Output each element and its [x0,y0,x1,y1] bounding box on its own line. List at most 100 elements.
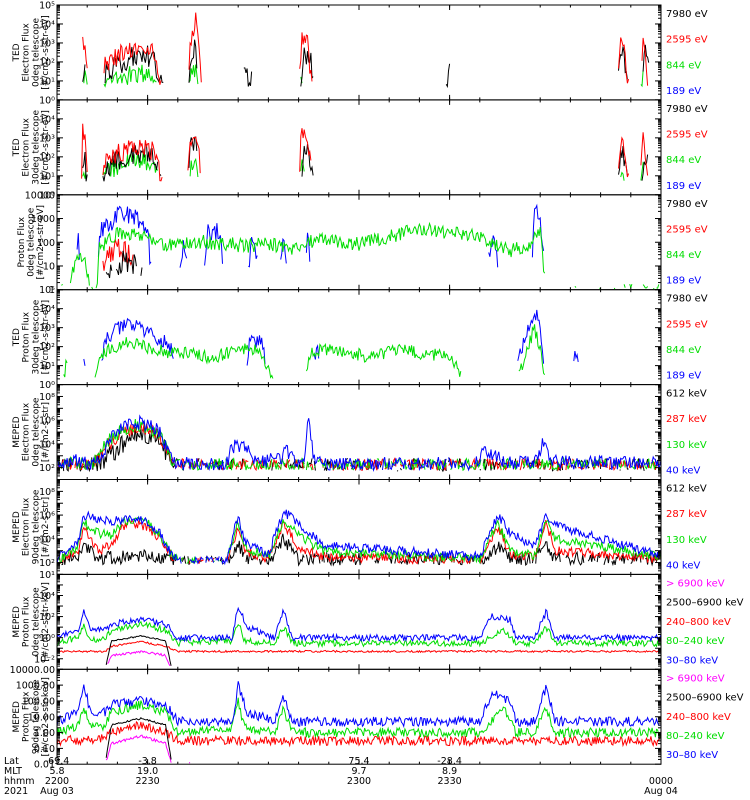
series-green-line [61,221,660,290]
y-axis-label: MEPED [12,701,22,733]
series-blue-line [57,414,661,472]
y-axis-label: Electron Flux [22,497,32,556]
y-tick-label: 10⁴ [39,534,55,545]
panel-8-series [57,681,661,763]
legend-entry-black: 7980 eV [666,9,708,20]
y-tick-label: 10² [39,612,55,623]
panel-5: 10² 10⁴ 10⁶ 10⁸ MEPED Electron Flux 0deg teles… [12,384,707,481]
panel-5-series [57,414,661,472]
y-tick-label: 10⁻² [34,654,55,665]
x-date-value: Aug 04 [644,786,678,797]
legend-entry-green: 130 keV [666,440,707,451]
series-green-line [63,324,546,379]
y-tick-label: 100.00 [22,696,55,707]
y-axis-label: [#/cm2-s-str] [41,402,51,462]
y-tick-label: 10000 [25,190,55,201]
x-lat-value: -3.8 [138,756,157,767]
y-tick-label: 10.00 [28,712,55,723]
legend-entry-green: 80–240 keV [666,636,725,647]
x-mlt-value: 5.8 [49,766,64,777]
legend-entry-red: 2595 eV [666,319,708,330]
x-lat-value: -69.4 [45,756,70,767]
y-axis-label: 0deg telescope [31,397,41,467]
legend-entry-blue: 189 eV [666,276,701,287]
series-green-line [57,620,661,649]
y-axis-label: TED [12,138,22,157]
y-tick-label: 10⁰ [39,190,55,201]
y-axis-label: 0deg telescope [31,587,41,657]
y-tick-label: 10³ [39,133,55,144]
y-tick-label: 0.10 [34,744,55,755]
x-time-value: 2230 [136,776,160,787]
y-tick-label: 10⁵ [39,285,55,296]
y-tick-label: 10² [39,152,55,163]
y-tick-label: 10⁸ [39,487,55,498]
series-blue-line [57,681,661,728]
legend-entry-green: 844 eV [666,250,701,261]
legend-entry-black: 7980 eV [666,294,708,305]
x-row-label: MLT [4,766,22,777]
y-tick-label: 10000.00 [10,665,55,676]
y-axis-label: MEPED [12,416,22,448]
panel-frame [56,289,662,386]
y-axis-label: [#/cm2-s-str] [41,497,51,557]
legend-entry-green: 844 eV [666,155,701,166]
legend-entry-black: 2500–6900 keV [666,693,744,704]
panel-3-series [61,203,660,290]
legend-entry-blue: 40 keV [666,560,700,571]
y-axis-label: 30deg telescope [31,299,41,374]
y-axis-label: [#/cm2-s-str-eV] [36,205,46,280]
y-axis-label: Electron Flux [22,402,32,461]
series-blue-line [76,203,545,268]
y-tick-label: 10 [43,261,55,272]
y-tick-label: 10¹ [39,171,55,182]
panel-frame [56,573,662,670]
y-tick-label: 10¹ [39,76,55,87]
y-tick-label: 10³ [39,38,55,49]
y-tick-label: 1000 [31,214,55,225]
y-axis-label: TED [12,328,22,347]
legend-entry-blue: 30–80 keV [666,655,718,666]
legend-entry-blue: 189 eV [666,371,701,382]
panel-1-series [82,12,650,89]
y-axis-label: MEPED [12,511,22,543]
panel-frame [56,668,662,765]
series-blue-line [57,606,661,643]
series-black-line [83,137,650,181]
x-time-value: 2330 [438,776,462,787]
legend-entry-red: 287 keV [666,509,707,520]
series-green-line [83,153,647,181]
y-tick-label: 10⁰ [39,95,55,106]
y-tick-label: 10² [39,57,55,68]
panel-3: 1 10 100 1000 10000 Proton Flux 0deg telescope… [17,190,708,296]
series-blue-line [83,309,579,366]
panel-7-series [57,606,661,667]
y-tick-label: 1.00 [34,728,55,739]
series-black-line [105,716,172,760]
y-tick-label: 10⁸ [39,392,55,403]
y-axis-label: 0deg telescope [31,17,41,87]
legend-entry-green: 844 eV [666,345,701,356]
panel-7: 10⁻² 10⁰ 10² 10⁴ MEPED Proton Flux 0deg telesc… [12,573,744,670]
x-lat-value: 75.4 [348,756,369,767]
x-date-value: Aug 03 [40,786,74,797]
legend-entry-black: 2500–6900 keV [666,598,744,609]
y-tick-label: 10² [39,558,55,569]
series-blue-line [57,509,661,566]
panel-4: 10⁰ 10¹ 10² 10³ 10⁴ 10⁵ TED Proton Flux 30deg te… [12,285,708,391]
y-axis-label: Electron Flux [22,117,32,176]
series-magenta-line [107,650,171,667]
panel-2-series [81,123,650,182]
legend-entry-red: 287 keV [666,414,707,425]
y-axis-label: [#/cm2-s-str-eV] [41,110,51,185]
y-tick-label: 10³ [39,323,55,334]
panel-6-series [57,509,661,567]
y-tick-label: 10⁴ [39,19,55,30]
series-red-line [81,123,649,182]
y-tick-label: 10⁴ [39,114,55,125]
y-axis-label: Proton Flux [22,691,32,742]
series-black-line [82,39,650,89]
